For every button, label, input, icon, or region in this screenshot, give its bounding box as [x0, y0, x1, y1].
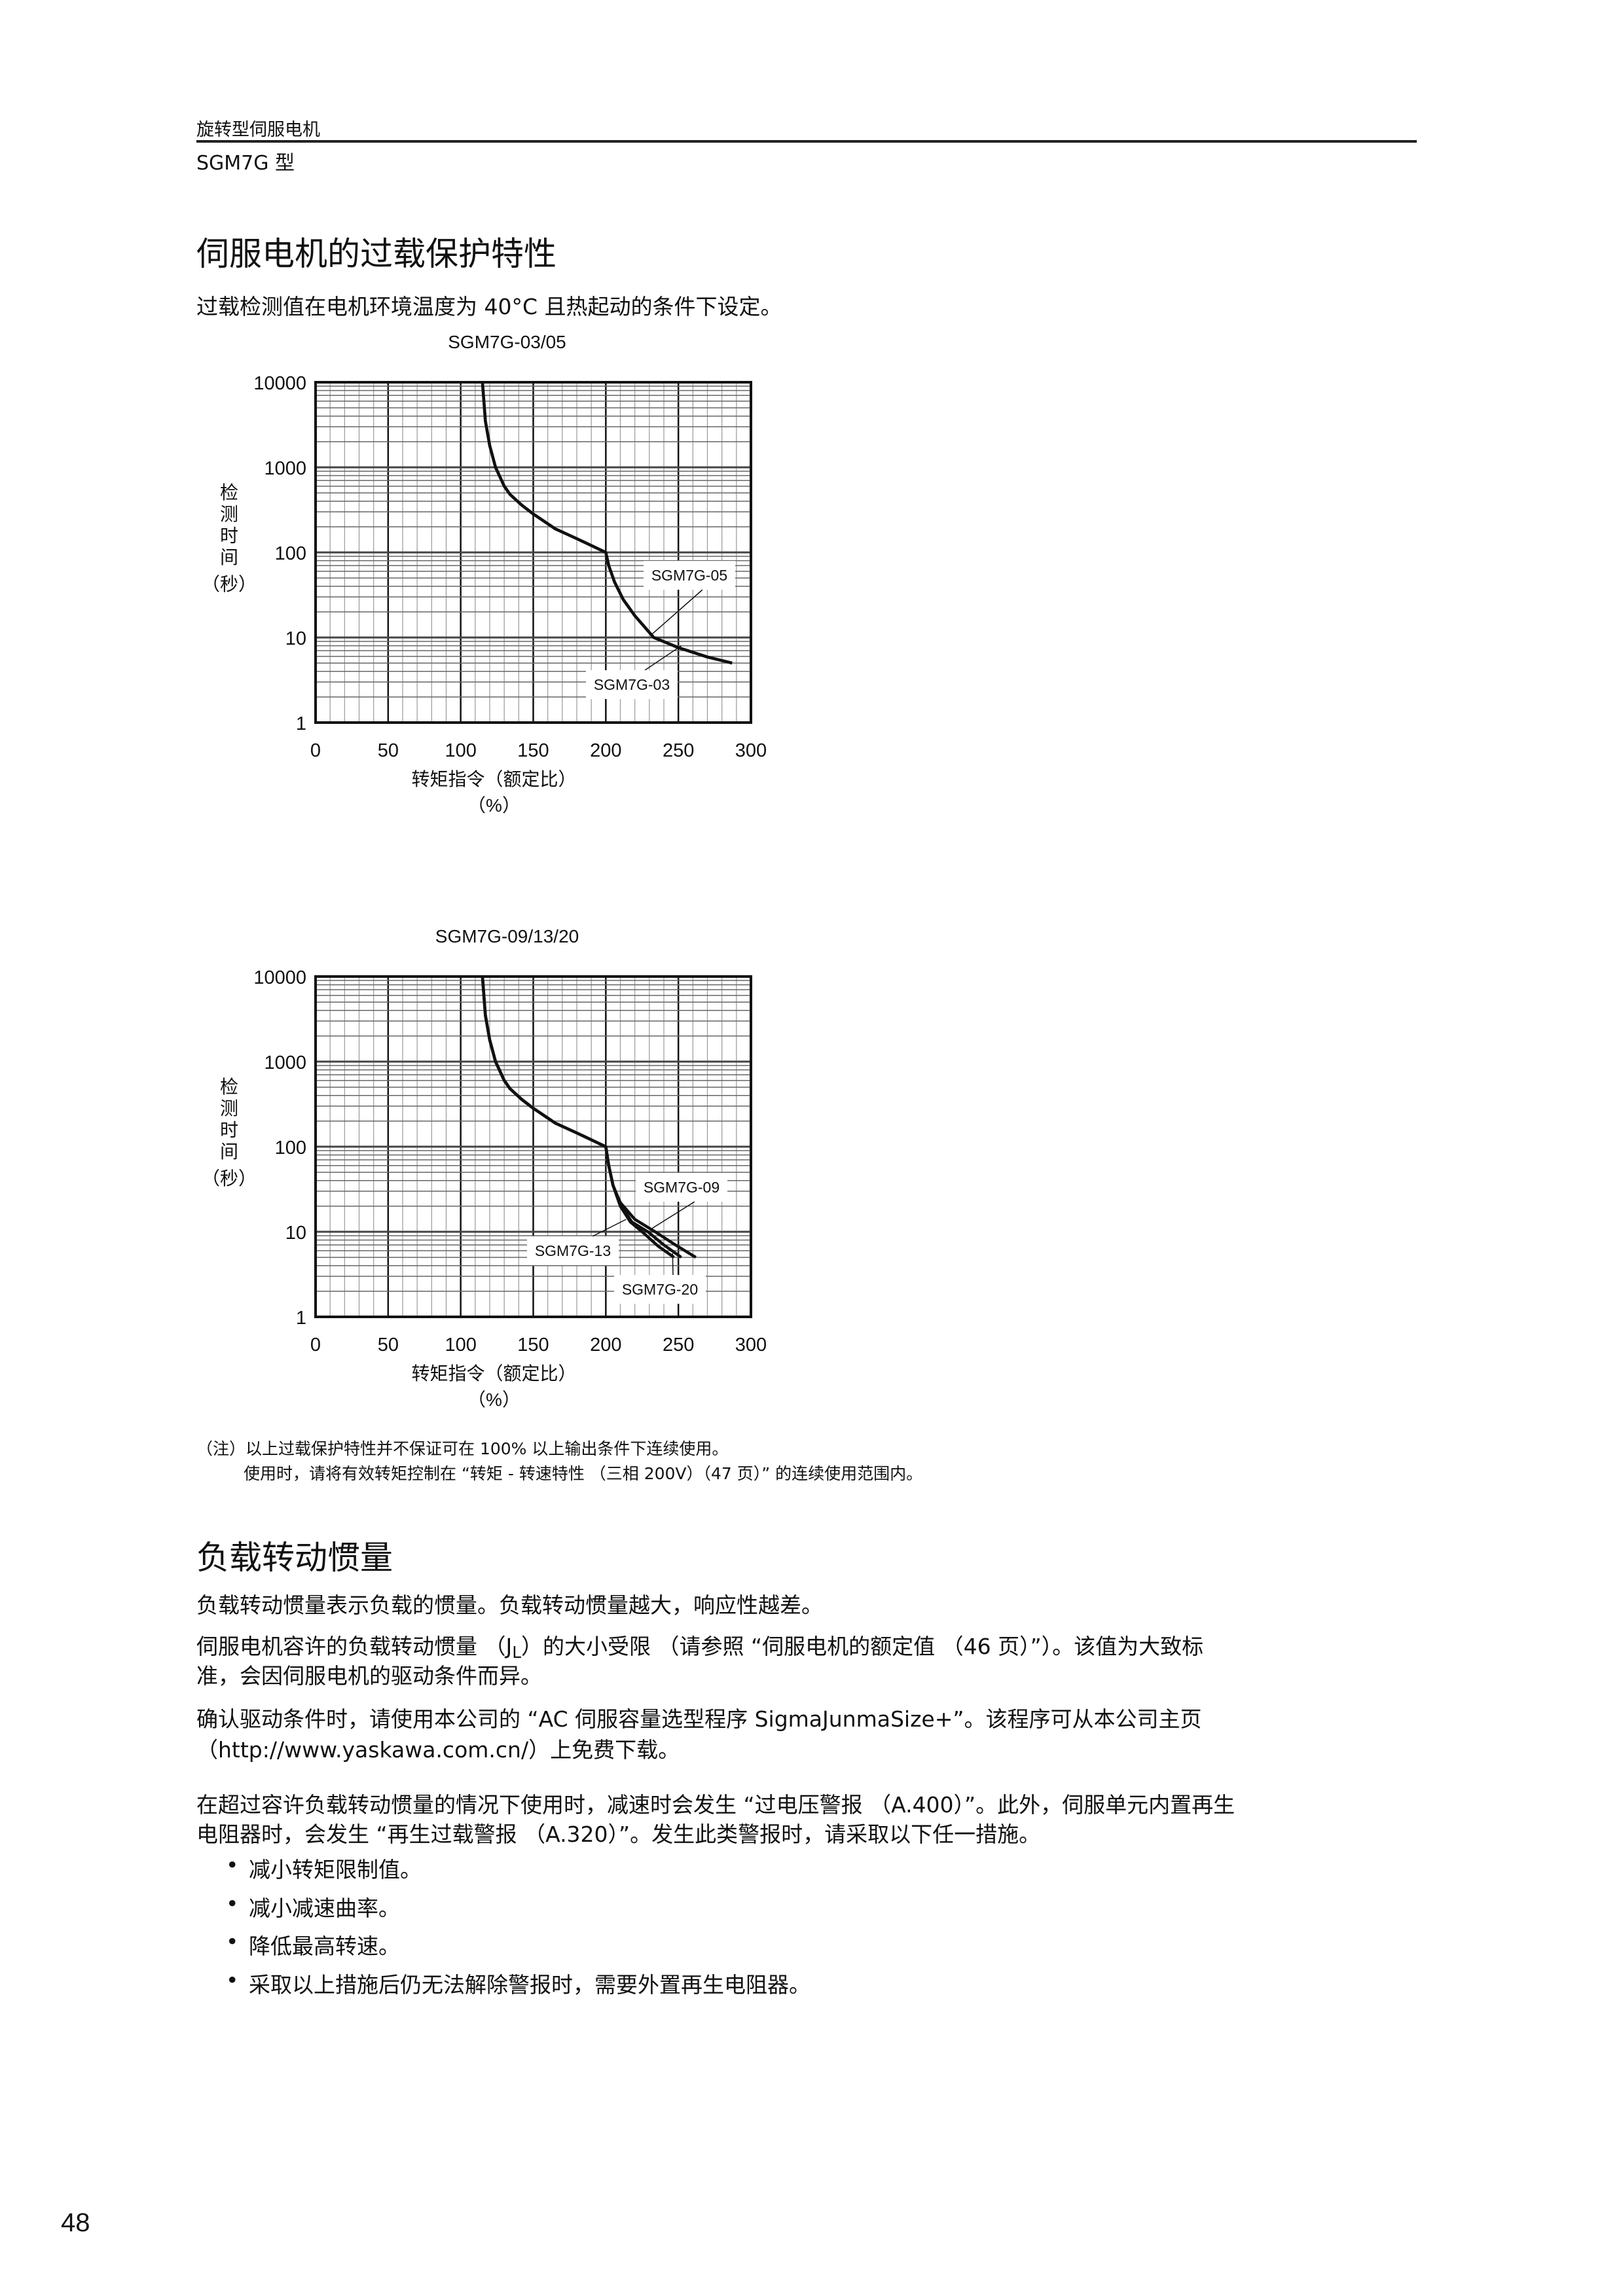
x-tick-label: 250	[663, 740, 694, 761]
page-number: 48	[61, 2208, 90, 2237]
y-axis-label-char: 检	[220, 1077, 238, 1097]
bullet-item: 降低最高转速。	[249, 1933, 400, 1959]
x-axis-unit: （%）	[467, 1390, 520, 1410]
y-axis-label-char: 间	[220, 1141, 238, 1162]
y-axis-label-char: 时	[220, 526, 238, 546]
bullet-item: 采取以上措施后仍无法解除警报时，需要外置再生电阻器。	[249, 1972, 811, 1998]
y-tick-label: 1	[296, 1308, 306, 1329]
section-title-inertia: 负载转动惯量	[196, 1539, 393, 1577]
para-3-line-2: （http://www.yaskawa.com.cn/）上免费下载。	[196, 1737, 680, 1763]
y-axis-label-char: 测	[220, 1098, 238, 1119]
para-2-text-b: ）的大小受限 （请参照 “伺服电机的额定值 （46 页）”）。该值为大致标	[521, 1634, 1204, 1659]
bullet-dot: •	[226, 1891, 239, 1916]
section-intro: 过载检测值在电机环境温度为 40°C 且热起动的条件下设定。	[196, 294, 782, 319]
y-axis-label-char: （秒）	[202, 1168, 257, 1189]
x-tick-label: 300	[735, 740, 767, 761]
y-tick-label: 10000	[253, 967, 306, 988]
y-tick-label: 100	[275, 543, 306, 564]
para-3-line-1: 确认驱动条件时，请使用本公司的 “AC 伺服容量选型程序 SigmaJunmaS…	[196, 1706, 1202, 1732]
leader-line	[644, 645, 682, 671]
bullet-dot: •	[226, 1929, 239, 1954]
chart-title: SGM7G-09/13/20	[435, 926, 579, 946]
x-tick-label: 100	[445, 740, 476, 761]
bullet-dot: •	[226, 1967, 239, 1993]
series-line-sgm7g-05	[481, 382, 733, 665]
y-axis-label-char: 测	[220, 504, 238, 524]
y-axis-label-char: 检	[220, 482, 238, 503]
series-label-box	[586, 670, 678, 699]
overload-chart-09-13-20: SGM7G-09/13/20 0 50 100 150 200 250 300 1 10 100 10…	[202, 926, 767, 1410]
y-tick-label: 10	[285, 628, 306, 649]
leader-line	[651, 589, 703, 635]
bullet-item: 减小转矩限制值。	[249, 1857, 422, 1882]
y-axis-label-char: 间	[220, 547, 238, 567]
x-tick-label: 0	[310, 740, 321, 761]
x-tick-label: 200	[590, 1335, 621, 1355]
para-2-line-2: 准，会因伺服电机的驱动条件而异。	[196, 1663, 542, 1689]
section-title-overload: 伺服电机的过载保护特性	[196, 235, 556, 273]
y-tick-label: 1000	[264, 458, 306, 479]
y-axis-label-char: 时	[220, 1120, 238, 1140]
para-2-text-a: 伺服电机容许的负载转动惯量 （	[196, 1634, 506, 1659]
x-tick-label: 150	[517, 1335, 549, 1355]
x-tick-label: 50	[378, 740, 399, 761]
series-line-sgm7g-03	[481, 382, 733, 665]
y-tick-label: 1	[296, 713, 306, 734]
y-axis-label-char: （秒）	[202, 574, 257, 594]
y-tick-label: 100	[275, 1138, 306, 1158]
jl-subscript: L	[512, 1643, 522, 1662]
note-line-1: （注）以上过载保护特性并不保证可在 100% 以上输出条件下连续使用。	[196, 1439, 729, 1458]
x-tick-label: 300	[735, 1335, 767, 1355]
series-label-box	[614, 1275, 706, 1304]
header-category: 旋转型伺服电机	[196, 120, 320, 140]
leader-line	[651, 1201, 695, 1229]
para-1: 负载转动惯量表示负载的惯量。负载转动惯量越大，响应性越差。	[196, 1592, 823, 1618]
jl-symbol: J	[505, 1634, 513, 1659]
leader-line	[592, 1219, 627, 1237]
y-tick-label: 10000	[253, 373, 306, 394]
x-tick-label: 200	[590, 740, 621, 761]
bullet-item: 减小减速曲率。	[249, 1895, 400, 1921]
series-label-box	[644, 561, 735, 590]
para-4-line-1: 在超过容许负载转动惯量的情况下使用时，减速时会发生 “过电压警报 （A.400）…	[196, 1792, 1235, 1818]
overload-chart-03-05: SGM7G-03/05 0 50 100 150 200 250 300 1 10 100 1000 1…	[202, 332, 767, 816]
series-label: SGM7G-05	[651, 567, 727, 584]
note-line-2: 使用时，请将有效转矩控制在 “转矩 - 转速特性 （三相 200V）（47 页）…	[244, 1464, 923, 1483]
series-label-box	[527, 1236, 619, 1265]
plot-frame	[314, 975, 752, 1318]
y-tick-label: 1000	[264, 1052, 306, 1073]
x-tick-label: 50	[378, 1335, 399, 1355]
para-4-line-2: 电阻器时，会发生 “再生过载警报 （A.320）”。发生此类警报时，请采取以下任…	[196, 1821, 1041, 1847]
chart-title: SGM7G-03/05	[448, 332, 566, 352]
x-tick-label: 100	[445, 1335, 476, 1355]
y-tick-label: 10	[285, 1223, 306, 1244]
x-axis-unit: （%）	[467, 795, 520, 816]
series-label-box	[636, 1173, 727, 1202]
series-line-sgm7g-20	[481, 976, 682, 1259]
x-axis-label: 转矩指令（额定比）	[411, 769, 576, 789]
series-label: SGM7G-09	[644, 1179, 720, 1196]
series-label: SGM7G-20	[622, 1281, 698, 1298]
leader-line	[672, 1253, 674, 1276]
series-label: SGM7G-03	[594, 676, 670, 693]
para-2-line-1: 伺服电机容许的负载转动惯量 （JL）的大小受限 （请参照 “伺服电机的额定值 （…	[196, 1629, 1203, 1662]
series-label: SGM7G-13	[535, 1242, 611, 1259]
x-tick-label: 250	[663, 1335, 694, 1355]
bullet-dot: •	[226, 1852, 239, 1878]
x-tick-label: 0	[310, 1335, 321, 1355]
header-rule	[196, 140, 1417, 143]
x-tick-label: 150	[517, 740, 549, 761]
plot-frame	[314, 381, 752, 724]
x-axis-label: 转矩指令（额定比）	[411, 1363, 576, 1384]
header-model: SGM7G 型	[196, 152, 295, 175]
series-line-sgm7g-13	[481, 976, 675, 1259]
